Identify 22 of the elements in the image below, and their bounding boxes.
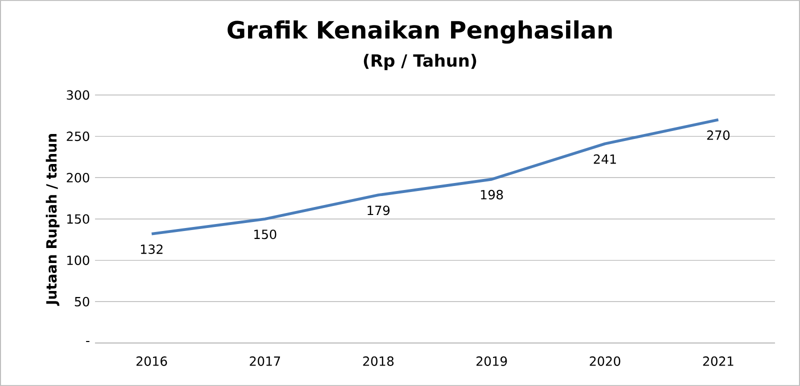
data-label: 150 — [254, 230, 276, 240]
y-tick-label: 150 — [67, 214, 90, 224]
y-tick-label: 200 — [66, 172, 90, 182]
x-tick-label: 2016 — [136, 356, 167, 366]
x-tick-label: 2019 — [476, 356, 507, 366]
y-axis-title: Jutaan Rupiah / tahun — [46, 134, 60, 306]
x-tick-label: 2020 — [590, 356, 620, 366]
x-tick-label: 2017 — [250, 356, 280, 366]
data-label: 179 — [368, 206, 390, 216]
chart-title: Grafik Kenaikan Penghasilan — [228, 20, 612, 44]
x-tick-label: 2018 — [363, 356, 394, 366]
chart-subtitle: (Rp / Tahun) — [364, 54, 476, 70]
y-tick-label: 100 — [67, 256, 90, 266]
y-tick-label: 50 — [74, 296, 90, 306]
data-label: 132 — [140, 244, 162, 254]
data-label: 270 — [707, 130, 730, 140]
y-tick-label: - — [86, 341, 90, 342]
x-tick-label: 2021 — [703, 356, 734, 366]
y-tick-label: 250 — [66, 132, 90, 142]
data-label: 241 — [594, 154, 616, 164]
y-tick-label: 300 — [66, 90, 90, 100]
data-label: 198 — [480, 190, 503, 200]
